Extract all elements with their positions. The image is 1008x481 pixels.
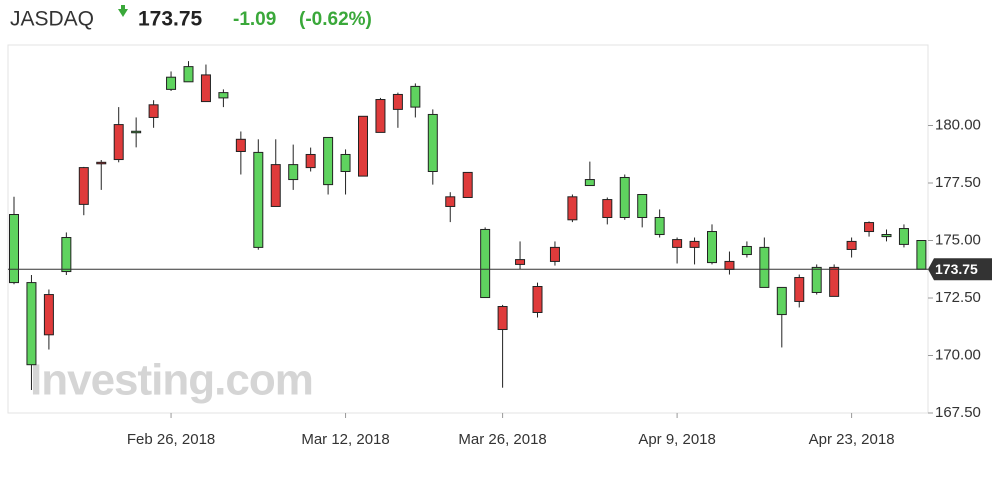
candle-body <box>497 306 508 331</box>
candle-body <box>515 259 526 265</box>
y-tick-label: 175.00 <box>935 231 981 248</box>
candle-body <box>654 217 665 236</box>
x-tick-label: Apr 9, 2018 <box>638 431 716 448</box>
candle-body <box>794 277 805 302</box>
candle-body <box>829 266 840 297</box>
candle-body <box>113 124 124 161</box>
candle-body <box>340 153 351 172</box>
candle-body <box>305 153 316 169</box>
candle-body <box>166 76 177 90</box>
last-price-label: 173.75 <box>935 261 978 277</box>
candle-body <box>741 245 752 256</box>
arrow-stem <box>121 5 125 10</box>
candle-body <box>78 167 89 205</box>
y-tick-label: 167.50 <box>935 404 981 421</box>
candle-body <box>410 85 421 108</box>
index-name: JASDAQ <box>10 8 94 31</box>
candle-body <box>881 234 892 238</box>
candle-body <box>61 237 72 273</box>
candle-body <box>200 74 211 103</box>
y-tick-label: 170.00 <box>935 346 981 363</box>
candle-body <box>26 282 37 366</box>
x-tick-label: Mar 12, 2018 <box>301 431 389 448</box>
candle-body <box>148 104 159 118</box>
candle-body <box>567 196 578 221</box>
candle-body <box>724 260 735 270</box>
y-tick-label: 172.50 <box>935 289 981 306</box>
candle-body <box>637 194 648 218</box>
candle-body <box>375 99 386 133</box>
candle-body <box>323 136 334 186</box>
candle-body <box>584 179 595 187</box>
last-price-tag <box>928 258 992 281</box>
x-tick-label: Mar 26, 2018 <box>458 431 546 448</box>
candle-body <box>707 231 717 264</box>
candle-body <box>672 239 683 248</box>
x-tick-label: Apr 23, 2018 <box>809 431 895 448</box>
candle-body <box>776 286 787 316</box>
candle-body <box>602 199 613 218</box>
candle-body <box>253 151 264 248</box>
candle-body <box>898 228 909 245</box>
candle-body <box>549 246 560 262</box>
candle-body <box>759 246 770 288</box>
candle-body <box>846 240 857 250</box>
candle-body <box>218 92 229 99</box>
candle-body <box>427 113 438 172</box>
candle-body <box>235 138 246 152</box>
candle-body <box>864 222 875 233</box>
candle-body <box>480 228 491 299</box>
down-arrow <box>118 9 128 17</box>
candle-body <box>43 294 54 336</box>
candle-body <box>689 240 700 248</box>
candle-body <box>270 164 281 207</box>
x-tick-label: Feb 26, 2018 <box>127 431 215 448</box>
candle-body <box>619 176 630 218</box>
candle-body <box>445 196 456 207</box>
candle-body <box>358 115 368 177</box>
candle-body <box>916 240 927 270</box>
price: 173.75 <box>138 8 203 31</box>
candle-body <box>392 93 403 110</box>
candle-body <box>96 161 107 165</box>
y-tick-label: 180.00 <box>935 116 981 133</box>
candle-body <box>462 171 473 198</box>
candle-body <box>131 130 142 134</box>
plot-frame <box>7 44 929 414</box>
candle-body <box>532 286 543 313</box>
watermark: Investing.com <box>30 356 313 405</box>
y-tick-label: 177.50 <box>935 174 981 191</box>
candle-body <box>183 66 194 83</box>
candle-body <box>288 164 299 181</box>
candle-body <box>9 214 19 284</box>
change-pct: (-0.62%) <box>299 9 372 30</box>
change: -1.09 <box>233 9 276 30</box>
candle-body <box>811 266 822 293</box>
